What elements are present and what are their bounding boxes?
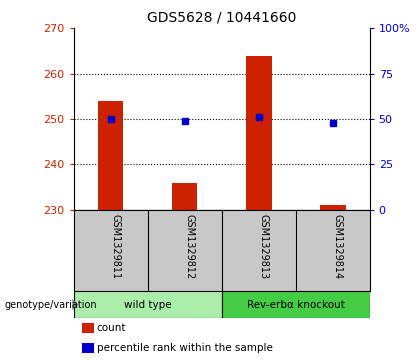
Title: GDS5628 / 10441660: GDS5628 / 10441660 [147,11,296,24]
Bar [97,101,123,210]
Text: count: count [97,323,126,333]
Text: GSM1329814: GSM1329814 [333,214,343,279]
Bar [320,205,346,210]
Bar [74,291,222,318]
Text: GSM1329813: GSM1329813 [259,214,268,279]
Bar [172,183,197,210]
Text: percentile rank within the sample: percentile rank within the sample [97,343,273,353]
Bar [222,291,370,318]
Text: GSM1329811: GSM1329811 [110,214,121,279]
Text: GSM1329812: GSM1329812 [184,214,194,279]
Text: genotype/variation: genotype/variation [4,299,97,310]
Text: Rev-erbα knockout: Rev-erbα knockout [247,299,344,310]
Text: wild type: wild type [124,299,171,310]
Bar [246,56,271,210]
